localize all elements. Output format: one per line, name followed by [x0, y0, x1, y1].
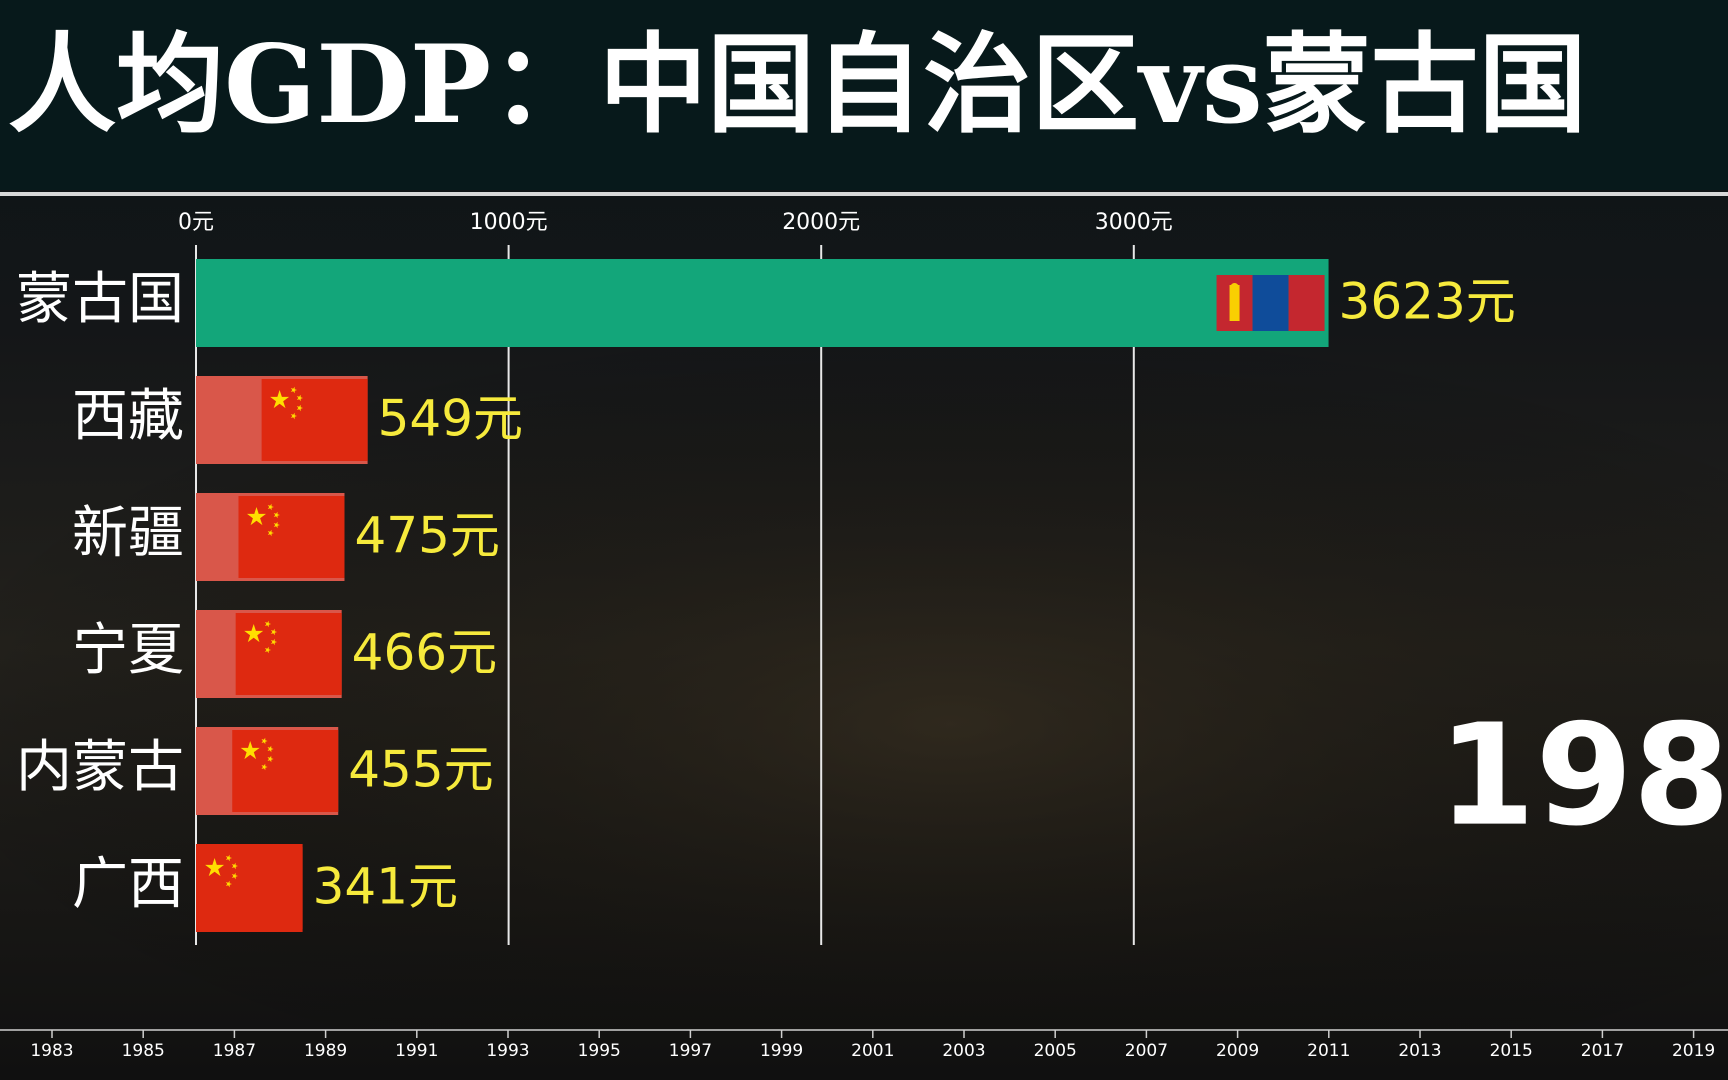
- timeline-label: 1997: [669, 1041, 712, 1061]
- flag-star: [247, 507, 266, 526]
- flag-field: [261, 379, 368, 461]
- flag-star: [205, 858, 225, 877]
- flag-field: [1288, 275, 1325, 331]
- flag: [196, 847, 303, 929]
- flag-star: [296, 394, 303, 402]
- title-band: [0, 0, 1728, 190]
- timeline-label: 1999: [760, 1041, 803, 1061]
- flag-star: [261, 763, 268, 771]
- timeline-label: 1993: [486, 1041, 529, 1061]
- timeline-label: 2017: [1581, 1041, 1624, 1061]
- flag-field: [232, 730, 339, 812]
- timeline-label: 1987: [213, 1041, 256, 1061]
- value-label: 549元: [378, 390, 523, 448]
- chart-title: 人均GDP：中国自治区vs蒙古国: [8, 22, 1587, 148]
- flag-star: [244, 624, 264, 643]
- timeline-label: 2005: [1034, 1041, 1077, 1061]
- y-tick-label: 蒙古国: [16, 267, 184, 332]
- value-label: 466元: [352, 624, 497, 682]
- flag-star: [231, 872, 238, 880]
- flag-star: [267, 503, 274, 511]
- flag-field: [238, 496, 345, 578]
- flag: [232, 730, 339, 812]
- x-tick-label: 3000元: [1095, 210, 1173, 235]
- flag-star: [267, 745, 274, 753]
- flag-star: [270, 390, 290, 409]
- value-label: 341元: [313, 858, 458, 916]
- timeline-label: 1991: [395, 1041, 438, 1061]
- timeline-label: 2001: [851, 1041, 894, 1061]
- flag-star: [267, 755, 274, 763]
- flag-star: [261, 737, 268, 745]
- timeline-label: 2019: [1672, 1041, 1715, 1061]
- bar: [196, 259, 1329, 347]
- flag-star: [273, 511, 280, 519]
- timeline-label: 2007: [1125, 1041, 1168, 1061]
- flag-star: [296, 404, 303, 412]
- value-label: 475元: [354, 507, 499, 565]
- value-label: 3623元: [1339, 273, 1516, 331]
- flag-field: [196, 847, 303, 929]
- flag-star: [270, 628, 278, 636]
- y-tick-label: 西藏: [72, 384, 184, 449]
- y-tick-label: 宁夏: [72, 618, 184, 683]
- flag-star: [270, 638, 278, 646]
- y-tick-label: 内蒙古: [16, 735, 184, 800]
- flag-star: [290, 386, 297, 394]
- flag-star: [225, 854, 232, 862]
- flag-field: [1252, 275, 1289, 331]
- timeline-label: 1989: [304, 1041, 347, 1061]
- flag-star: [264, 620, 272, 628]
- flag-emblem: [1229, 285, 1240, 321]
- flag: [261, 379, 368, 461]
- flag: [238, 496, 345, 578]
- timeline-label: 1995: [578, 1041, 621, 1061]
- x-tick-label: 2000元: [782, 210, 860, 235]
- timeline-label: 2009: [1216, 1041, 1259, 1061]
- timeline-label: 2015: [1490, 1041, 1533, 1061]
- flag-star: [267, 529, 274, 537]
- timeline-label: 1985: [122, 1041, 165, 1061]
- flag: [1216, 275, 1325, 331]
- flag-emblem: [1230, 283, 1239, 291]
- flag-star: [290, 412, 297, 420]
- flag-star: [240, 741, 260, 760]
- flag-star: [225, 880, 232, 888]
- x-tick-label: 0元: [178, 210, 214, 235]
- flag-star: [231, 862, 238, 870]
- timeline-label: 1983: [30, 1041, 73, 1061]
- y-tick-label: 新疆: [72, 501, 184, 566]
- flag-field: [235, 613, 342, 695]
- title-rule: [0, 192, 1728, 196]
- x-tick-label: 1000元: [470, 210, 548, 235]
- value-label: 455元: [348, 741, 493, 799]
- flag: [235, 613, 342, 695]
- timeline-label: 2003: [942, 1041, 985, 1061]
- timeline-label: 2011: [1307, 1041, 1350, 1061]
- y-tick-label: 广西: [72, 852, 184, 917]
- flag-star: [273, 521, 280, 529]
- timeline-label: 2013: [1398, 1041, 1441, 1061]
- flag-star: [264, 646, 272, 654]
